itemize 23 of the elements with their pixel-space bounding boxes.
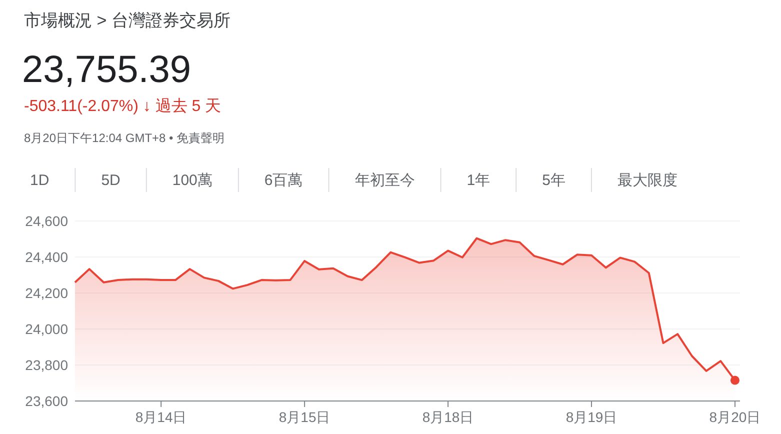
text: 1D <box>30 172 50 189</box>
text: 5D <box>101 172 121 189</box>
text: -503.11(-2.07%) ↓ 過去 5 天 <box>24 97 222 115</box>
text: 1年 <box>466 172 490 189</box>
y-tick-label: 23,800 <box>25 357 68 373</box>
text: 100萬 <box>172 172 212 189</box>
text: 5年 <box>542 172 566 189</box>
x-tick-label: 8月15日 <box>278 409 330 425</box>
text: 6百萬 <box>264 172 303 189</box>
text: 最大限度 <box>617 172 678 189</box>
x-tick-label: 8月19日 <box>566 409 618 425</box>
y-tick-label: 23,600 <box>25 393 68 409</box>
y-tick-label: 24,400 <box>25 249 68 265</box>
text: 8月20日下午12:04 GMT+8 • 免責聲明 <box>24 131 225 145</box>
text: 年初至今 <box>354 172 415 189</box>
chart-subtitle: 23,755.39 <box>22 49 192 91</box>
y-tick-label: 24,600 <box>25 213 68 229</box>
x-tick-label: 8月18日 <box>422 409 474 425</box>
x-tick-label: 8月20日 <box>709 409 761 425</box>
x-tick-label: 8月14日 <box>135 409 187 425</box>
y-tick-label: 24,200 <box>25 285 68 301</box>
chart-title: 市場概況 > 台灣證券交易所 <box>24 11 230 30</box>
y-tick-label: 24,000 <box>25 321 68 337</box>
